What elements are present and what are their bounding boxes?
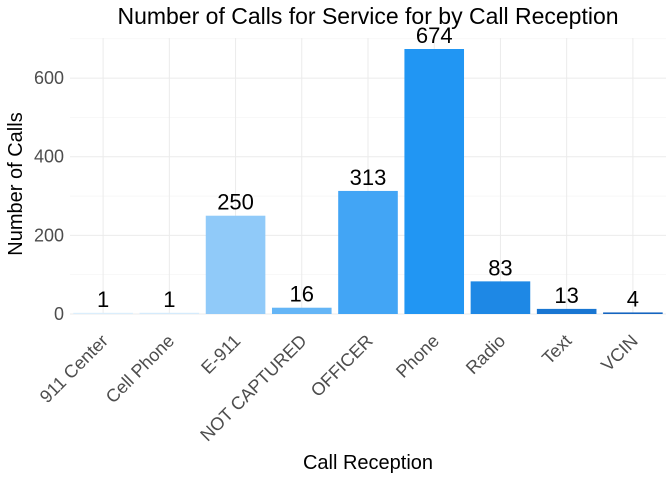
data-label: 1 — [163, 287, 175, 312]
y-tick-label: 200 — [34, 225, 64, 245]
x-tick-label: OFFICER — [307, 331, 377, 401]
chart-title: Number of Calls for Service for by Call … — [117, 3, 618, 29]
x-tick-label: E-911 — [197, 331, 244, 378]
y-tick-label: 400 — [34, 147, 64, 167]
data-label: 250 — [217, 190, 254, 215]
bar-vcin — [603, 312, 663, 314]
data-label: 674 — [416, 23, 453, 48]
y-axis-ticks: 0 200 400 600 — [34, 68, 64, 324]
bar-officer — [338, 190, 398, 314]
data-label: 1 — [97, 287, 109, 312]
data-labels: 1 1 250 16 313 674 83 13 4 — [97, 23, 639, 312]
data-label: 13 — [554, 283, 578, 308]
x-tick-label: Phone — [392, 331, 443, 382]
data-label: 16 — [290, 282, 314, 307]
y-axis-title: Number of Calls — [5, 112, 27, 255]
bar-cell-phone — [139, 312, 200, 314]
y-tick-label: 600 — [34, 68, 64, 88]
bar-e-911 — [205, 215, 266, 314]
data-label: 83 — [488, 255, 512, 280]
bar-phone — [404, 49, 465, 314]
x-tick-label: Cell Phone — [102, 331, 178, 407]
data-label: 313 — [350, 165, 387, 190]
bar-not-captured — [271, 307, 332, 314]
x-tick-label: VCIN — [597, 331, 642, 376]
x-tick-label: Text — [538, 331, 575, 368]
data-label: 4 — [627, 286, 639, 311]
bar-text — [536, 308, 597, 314]
bars — [73, 49, 663, 314]
x-axis-title: Call Reception — [303, 452, 433, 474]
bar-911-center — [73, 312, 133, 314]
x-tick-label: 911 Center — [36, 331, 112, 407]
x-tick-label: Radio — [462, 331, 509, 378]
bar-radio — [470, 281, 531, 314]
y-tick-label: 0 — [54, 304, 64, 324]
